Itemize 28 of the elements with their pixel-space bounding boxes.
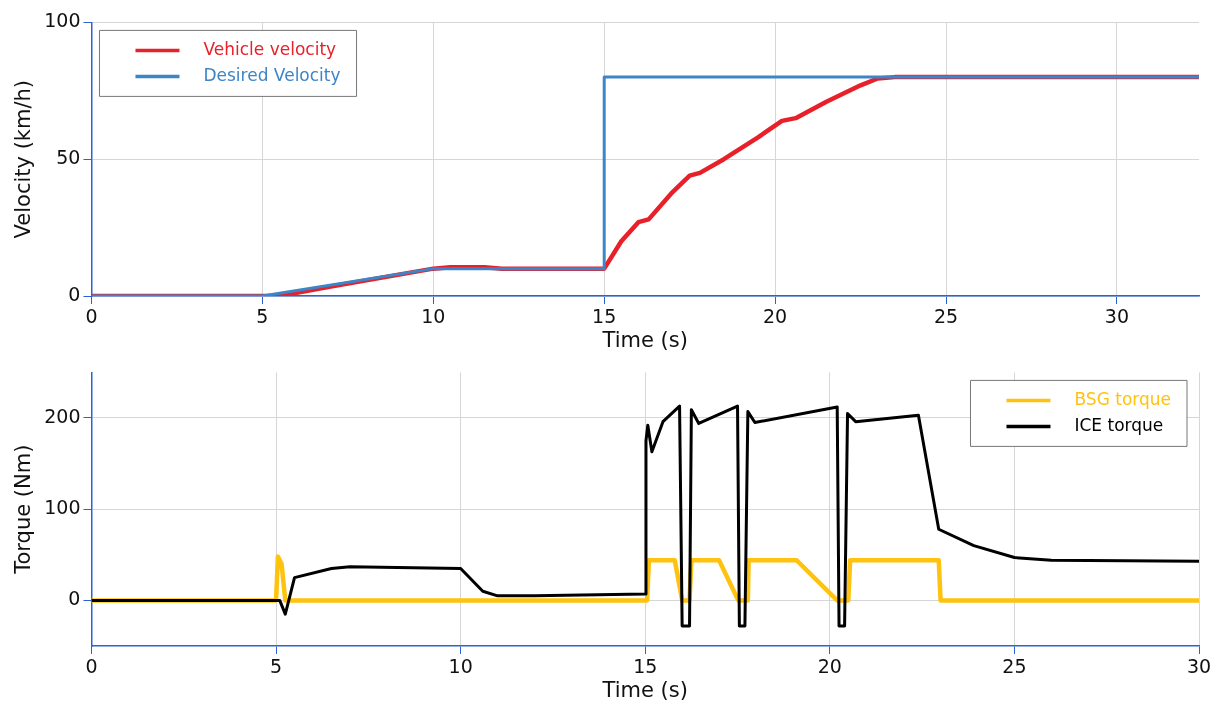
x-tick-label: 10 — [448, 655, 473, 678]
y-axis-title: Torque (Nm) — [11, 444, 36, 575]
y-tick-label: 100 — [44, 496, 81, 519]
x-tick-label: 25 — [933, 305, 959, 328]
x-tick-label: 15 — [592, 305, 617, 328]
y-tick-label: 0 — [68, 282, 81, 305]
x-tick-label: 5 — [256, 305, 269, 328]
x-tick-label: 30 — [1186, 655, 1212, 678]
y-tick-label: 50 — [56, 146, 81, 169]
y-tick-label: 200 — [44, 404, 81, 427]
x-tick-label: 10 — [421, 305, 446, 328]
y-axis-title: Velocity (km/h) — [11, 79, 36, 239]
x-axis-title: Time (s) — [601, 677, 688, 702]
x-axis-title: Time (s) — [601, 327, 688, 352]
legend-label: BSG torque — [1074, 388, 1171, 409]
x-tick-label: 30 — [1104, 305, 1130, 328]
x-tick-label: 0 — [85, 305, 98, 328]
x-tick-label: 0 — [85, 655, 98, 678]
legend-label: Vehicle velocity — [203, 38, 337, 59]
legend-label: ICE torque — [1074, 414, 1164, 435]
x-tick-label: 5 — [270, 655, 283, 678]
y-tick-label: 0 — [68, 587, 81, 610]
legend-label: Desired Velocity — [203, 64, 341, 85]
x-tick-label: 20 — [763, 305, 788, 328]
y-tick-label: 100 — [44, 9, 81, 32]
x-tick-label: 25 — [1002, 655, 1027, 678]
x-tick-label: 15 — [633, 655, 658, 678]
x-tick-label: 20 — [817, 655, 842, 678]
